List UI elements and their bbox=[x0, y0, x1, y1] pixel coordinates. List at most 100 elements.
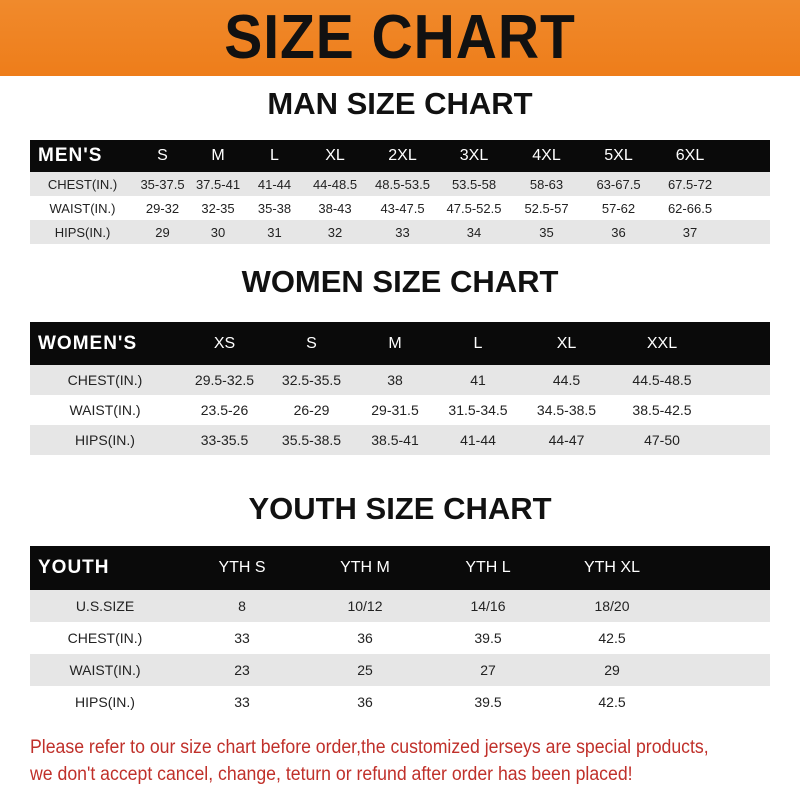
youth-title: YOUTH SIZE CHART bbox=[248, 491, 552, 526]
size-header: L bbox=[270, 147, 279, 164]
measure-value: 39.5 bbox=[474, 630, 502, 646]
measure-value: 10/12 bbox=[347, 598, 383, 614]
measure-value: 47.5-52.5 bbox=[446, 200, 502, 216]
size-header: 2XL bbox=[388, 147, 417, 164]
measure-value: 41 bbox=[470, 372, 486, 388]
table-label: MEN'S bbox=[38, 145, 103, 166]
measure-value: 57-62 bbox=[601, 200, 636, 216]
measure-value: 67.5-72 bbox=[667, 176, 713, 192]
measure-value: 38.5-41 bbox=[371, 432, 419, 448]
measure-value: 36 bbox=[357, 694, 373, 710]
size-header: 6XL bbox=[675, 147, 705, 164]
measure-value: 36 bbox=[611, 224, 626, 240]
measure-label: HIPS(IN.) bbox=[54, 224, 111, 240]
measure-value: 52.5-57 bbox=[524, 200, 569, 216]
measure-value: 34 bbox=[466, 224, 482, 240]
measure-value: 29 bbox=[155, 224, 170, 240]
measure-value: 36 bbox=[357, 630, 373, 646]
measure-value: 31 bbox=[267, 224, 282, 240]
measure-label: WAIST(IN.) bbox=[49, 200, 116, 216]
measure-label: CHEST(IN.) bbox=[47, 176, 118, 192]
measure-value: 43-47.5 bbox=[380, 200, 425, 216]
size-header: YTH XL bbox=[583, 559, 640, 576]
size-header: YTH S bbox=[218, 559, 266, 576]
table-row: U.S.SIZE 8 10/12 14/16 18/20 bbox=[30, 590, 770, 622]
size-header: 4XL bbox=[532, 147, 561, 164]
measure-value: 35-38 bbox=[257, 200, 292, 216]
measure-value: 44-47 bbox=[548, 432, 585, 448]
measure-value: 29.5-32.5 bbox=[194, 372, 255, 388]
measure-value: 44.5-48.5 bbox=[632, 372, 692, 388]
size-header: M bbox=[388, 334, 402, 352]
measure-value: 33 bbox=[234, 694, 250, 710]
table-row: WAIST(IN.) 23.5-26 26-29 29-31.5 31.5-34.5 34… bbox=[30, 395, 770, 425]
measure-value: 62-66.5 bbox=[667, 200, 713, 216]
measure-label: WAIST(IN.) bbox=[69, 662, 141, 678]
measure-value: 32 bbox=[327, 224, 343, 240]
order-notice: Please refer to our size chart before or… bbox=[30, 734, 737, 788]
measure-value: 33 bbox=[234, 630, 250, 646]
size-header: XL bbox=[325, 147, 345, 164]
table-row: HIPS(IN.) 29 30 31 32 33 34 35 36 37 bbox=[30, 220, 770, 244]
measure-value: 34.5-38.5 bbox=[536, 402, 597, 418]
measure-value: 35-37.5 bbox=[140, 176, 185, 192]
size-header: 5XL bbox=[604, 147, 633, 164]
men-title: MAN SIZE CHART bbox=[267, 86, 533, 121]
measure-value: 37 bbox=[682, 224, 698, 240]
header-row: WOMEN'S XS S M L XL XXL bbox=[30, 322, 770, 365]
header-row: MEN'S S M L XL 2XL 3XL 4XL 5XL 6XL bbox=[30, 140, 770, 172]
measure-value: 47-50 bbox=[644, 432, 680, 448]
measure-label: WAIST(IN.) bbox=[69, 402, 141, 418]
measure-value: 32-35 bbox=[201, 200, 235, 216]
measure-label: U.S.SIZE bbox=[75, 598, 135, 614]
measure-value: 63-67.5 bbox=[596, 176, 641, 192]
size-header: S bbox=[306, 334, 317, 352]
measure-value: 44.5 bbox=[552, 372, 581, 388]
women-title: WOMEN SIZE CHART bbox=[241, 264, 559, 299]
measure-value: 29-31.5 bbox=[371, 402, 419, 418]
measure-value: 41-44 bbox=[257, 176, 292, 192]
table-label: YOUTH bbox=[38, 557, 110, 578]
youth-size-table: YOUTH YTH S YTH M YTH L YTH XL U.S.SIZE 8 10/12… bbox=[30, 546, 770, 718]
table-row: CHEST(IN.) 35-37.5 37.5-41 41-44 44-48.5 48.5… bbox=[30, 172, 770, 196]
measure-value: 38-43 bbox=[318, 200, 352, 216]
measure-value: 30 bbox=[210, 224, 226, 240]
measure-value: 23 bbox=[234, 662, 250, 678]
measure-value: 29-32 bbox=[145, 200, 180, 216]
table-row: WAIST(IN.) 29-32 32-35 35-38 38-43 43-47.5 47.… bbox=[30, 196, 770, 220]
measure-value: 38 bbox=[387, 372, 403, 388]
table-row: WAIST(IN.) 23 25 27 29 bbox=[30, 654, 770, 686]
measure-value: 23.5-26 bbox=[200, 402, 249, 418]
size-header: YTH M bbox=[340, 559, 390, 576]
measure-value: 14/16 bbox=[470, 598, 506, 614]
measure-value: 37.5-41 bbox=[195, 176, 241, 192]
measure-value: 27 bbox=[480, 662, 496, 678]
size-header: YTH L bbox=[465, 559, 511, 576]
size-header: XS bbox=[213, 334, 236, 352]
measure-value: 32.5-35.5 bbox=[281, 372, 342, 388]
measure-label: CHEST(IN.) bbox=[67, 372, 143, 388]
measure-value: 31.5-34.5 bbox=[448, 402, 508, 418]
measure-value: 48.5-53.5 bbox=[375, 176, 430, 192]
measure-value: 38.5-42.5 bbox=[632, 402, 692, 418]
table-row: CHEST(IN.) 29.5-32.5 32.5-35.5 38 41 44.5 44.5… bbox=[30, 365, 770, 395]
size-header: L bbox=[473, 334, 483, 352]
measure-value: 35 bbox=[539, 224, 554, 240]
header-row: YOUTH YTH S YTH M YTH L YTH XL bbox=[30, 546, 770, 590]
notice-line-2: we don't accept cancel, change, teturn o… bbox=[30, 764, 633, 785]
measure-value: 42.5 bbox=[598, 694, 626, 710]
measure-value: 25 bbox=[357, 662, 373, 678]
women-size-table: WOMEN'S XS S M L XL XXL CHEST(IN.) 29.5-32.5 32.5… bbox=[30, 322, 770, 455]
table-row: HIPS(IN.) 33-35.5 35.5-38.5 38.5-41 41-44 44-… bbox=[30, 425, 770, 455]
measure-label: CHEST(IN.) bbox=[67, 630, 143, 646]
measure-value: 29 bbox=[604, 662, 620, 678]
notice-line-1: Please refer to our size chart before or… bbox=[30, 737, 709, 758]
size-header: S bbox=[157, 147, 168, 164]
measure-value: 42.5 bbox=[598, 630, 626, 646]
table-label: WOMEN'S bbox=[38, 332, 138, 354]
size-header: XXL bbox=[646, 334, 678, 352]
measure-value: 35.5-38.5 bbox=[281, 432, 342, 448]
size-header: 3XL bbox=[459, 147, 489, 164]
size-header: M bbox=[211, 147, 225, 164]
measure-label: HIPS(IN.) bbox=[75, 432, 135, 448]
